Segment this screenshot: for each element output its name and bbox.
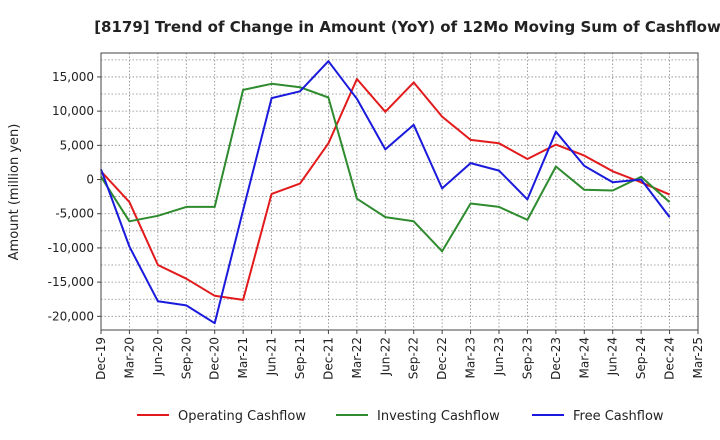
x-tick-label: Dec-23 — [549, 337, 563, 380]
y-tick-label: 5,000 — [60, 138, 94, 152]
x-tick-label: Dec-19 — [94, 337, 108, 380]
y-tick-label: 0 — [86, 173, 94, 187]
y-tick-label: -20,000 — [48, 309, 94, 323]
y-axis-ticks: 15,000 10,000 5,000 0 -5,000 -10,000 -15,000 -2… — [48, 70, 101, 323]
x-tick-label: Sep-22 — [407, 337, 421, 379]
x-tick-label: Sep-21 — [293, 337, 307, 379]
plot-background — [101, 53, 698, 330]
x-tick-label: Dec-21 — [321, 337, 335, 380]
y-tick-label: 15,000 — [52, 70, 94, 84]
x-tick-label: Mar-25 — [691, 337, 705, 378]
legend-label: Free Cashflow — [573, 409, 664, 424]
chart-title: [8179] Trend of Change in Amount (YoY) o… — [94, 18, 720, 36]
legend-item: Operating Cashflow — [137, 409, 306, 424]
plot-area — [100, 52, 699, 331]
series-line-investing-cashflow — [100, 82, 671, 253]
x-tick-label: Sep-23 — [520, 337, 534, 379]
x-tick-label: Mar-22 — [350, 337, 364, 378]
x-tick-label: Mar-21 — [236, 337, 250, 378]
x-tick-label: Sep-20 — [179, 337, 193, 379]
series-lines — [100, 60, 671, 325]
x-axis-ticks: Dec-19 Mar-20 Jun-20 Sep-20 Dec-20 Mar-21 Jun-… — [94, 330, 705, 380]
x-tick-label: Jun-20 — [151, 337, 165, 376]
x-tick-label: Mar-20 — [122, 337, 136, 378]
y-axis-label: Amount (million yen) — [7, 124, 22, 261]
y-tick-label: -5,000 — [55, 207, 94, 221]
y-tick-label: -15,000 — [48, 275, 94, 289]
legend-label: Investing Cashflow — [377, 409, 500, 424]
y-tick-label: -10,000 — [48, 241, 94, 255]
y-tick-label: 10,000 — [52, 104, 94, 118]
x-tick-label: Dec-24 — [663, 337, 677, 380]
x-tick-label: Jun-23 — [492, 337, 506, 376]
x-tick-label: Jun-22 — [378, 337, 392, 376]
x-tick-label: Mar-23 — [464, 337, 478, 378]
series-line-operating-cashflow — [100, 78, 670, 301]
plot-border — [100, 52, 699, 331]
x-tick-label: Jun-21 — [265, 337, 279, 376]
x-tick-label: Dec-20 — [208, 337, 222, 380]
legend-item: Free Cashflow — [532, 409, 664, 424]
legend-label: Operating Cashflow — [178, 409, 306, 424]
series-line-free-cashflow — [100, 60, 671, 325]
x-tick-label: Sep-24 — [634, 337, 648, 379]
legend: Operating Cashflow Investing Cashflow Free… — [137, 409, 664, 424]
x-tick-label: Mar-24 — [577, 337, 591, 378]
x-tick-label: Dec-22 — [435, 337, 449, 380]
x-tick-label: Jun-24 — [606, 337, 620, 376]
legend-item: Investing Cashflow — [336, 409, 500, 424]
grid-lines — [100, 53, 699, 330]
